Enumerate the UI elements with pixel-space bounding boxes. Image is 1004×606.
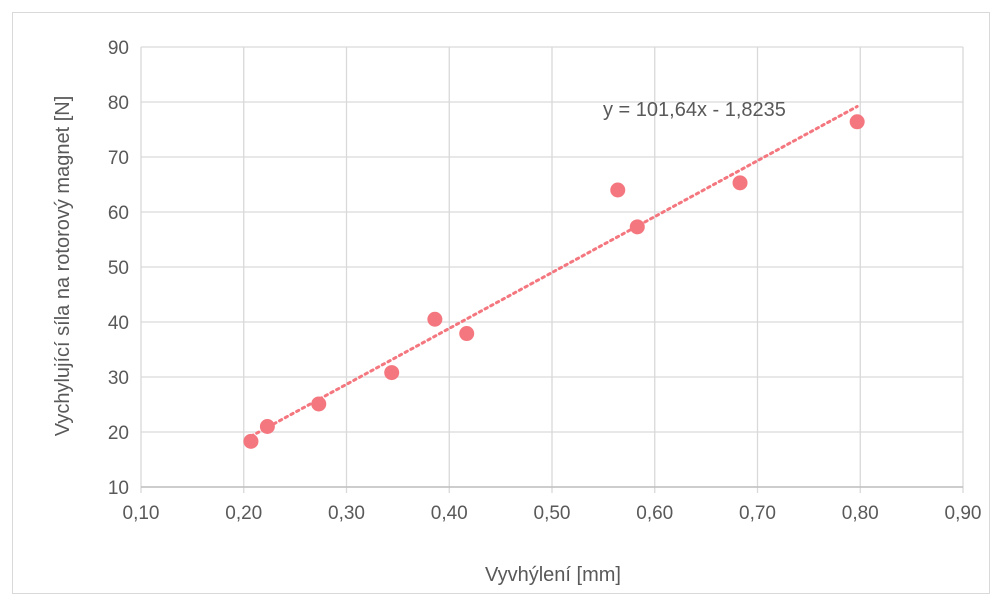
tick-labels: 0,10 0,20 0,30 0,40 0,50 0,60 0,70 0,80 0,90 10 20… bbox=[108, 38, 982, 524]
scatter-chart: 0,10 0,20 0,30 0,40 0,50 0,60 0,70 0,80 0,90 10 20… bbox=[52, 38, 982, 586]
chart-frame: 0,10 0,20 0,30 0,40 0,50 0,60 0,70 0,80 0,90 10 20… bbox=[12, 12, 990, 594]
x-tick-label: 0,60 bbox=[636, 503, 673, 524]
data-point bbox=[629, 219, 645, 235]
y-tick-label: 50 bbox=[108, 258, 129, 279]
x-tick-label: 0,70 bbox=[739, 503, 776, 524]
data-point bbox=[610, 182, 626, 198]
data-point bbox=[459, 326, 475, 342]
data-point bbox=[427, 311, 443, 327]
y-tick-label: 10 bbox=[108, 478, 129, 499]
data-point bbox=[259, 419, 275, 434]
trendline bbox=[249, 104, 859, 438]
trendline-equation: y = 101,64x - 1,8235 bbox=[603, 99, 786, 121]
x-tick-label: 0,40 bbox=[431, 503, 468, 524]
x-tick-label: 0,10 bbox=[123, 503, 160, 524]
x-tick-label: 0,20 bbox=[225, 503, 262, 524]
x-tick-label: 0,30 bbox=[328, 503, 365, 524]
trendline-line bbox=[249, 104, 859, 438]
y-tick-label: 90 bbox=[108, 38, 129, 59]
data-point bbox=[311, 396, 327, 412]
data-points bbox=[243, 114, 865, 449]
data-point bbox=[384, 365, 400, 381]
gridlines bbox=[140, 46, 964, 488]
data-point bbox=[849, 114, 865, 130]
data-point bbox=[732, 175, 748, 191]
y-tick-label: 20 bbox=[108, 423, 129, 444]
data-point bbox=[243, 433, 259, 449]
y-axis-title: Vychylující síla na rotorový magnet [N] bbox=[52, 96, 74, 437]
y-tick-label: 40 bbox=[108, 313, 129, 334]
y-tick-label: 70 bbox=[108, 148, 129, 169]
x-tick-label: 0,90 bbox=[945, 503, 982, 524]
axes bbox=[140, 486, 964, 493]
x-tick-label: 0,50 bbox=[534, 503, 571, 524]
y-tick-label: 80 bbox=[108, 93, 129, 114]
x-tick-label: 0,80 bbox=[842, 503, 879, 524]
y-tick-label: 30 bbox=[108, 368, 129, 389]
y-tick-label: 60 bbox=[108, 203, 129, 224]
x-axis-title: Vyvhýlení [mm] bbox=[485, 564, 621, 586]
